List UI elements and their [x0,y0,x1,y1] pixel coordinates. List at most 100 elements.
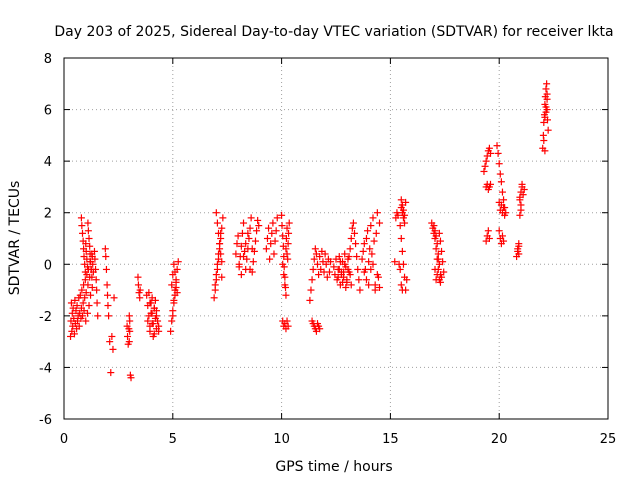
data-point [269,219,277,227]
data-point [150,304,158,312]
data-point [540,137,548,145]
data-point [147,309,155,317]
data-point [493,142,501,150]
data-point [519,191,527,199]
data-point [213,260,221,268]
data-point [397,204,405,212]
data-point [136,294,144,302]
data-point [432,245,440,253]
data-point [308,276,316,284]
data-point [218,258,226,266]
data-point [376,283,384,291]
chart-title: Day 203 of 2025, Sidereal Day-to-day VTE… [54,24,613,40]
data-point [498,232,506,240]
data-point [242,240,250,248]
data-point [171,268,179,276]
data-point [233,240,241,248]
data-point [360,240,368,248]
data-point [540,118,548,126]
data-point [247,214,255,222]
data-point [544,126,552,134]
data-point [500,204,508,212]
data-point [376,219,384,227]
data-point [237,271,245,279]
data-point [249,258,257,266]
data-point [352,240,360,248]
data-point [216,240,224,248]
data-point [102,265,110,273]
data-point [353,253,361,261]
data-point [235,260,243,268]
y-tick-label: -2 [39,310,52,325]
data-point [311,245,319,253]
data-point [263,235,271,242]
data-point [365,281,373,289]
data-point [346,245,354,253]
data-point [84,309,92,317]
data-point [350,229,358,237]
data-point [72,307,80,315]
data-point [168,317,176,325]
data-point [432,276,440,284]
data-point [342,283,350,291]
data-point [73,302,81,310]
data-point [403,276,411,284]
data-point [90,247,98,255]
data-point [167,327,175,335]
data-point [104,302,112,310]
data-point [436,278,444,286]
data-point [79,299,87,307]
data-point [210,294,218,302]
data-point [278,222,286,230]
data-point [78,312,86,320]
data-point [500,237,508,245]
data-point [335,253,343,261]
data-point [279,260,287,268]
data-point [485,144,493,152]
data-point [354,265,362,273]
data-point [284,322,292,330]
data-point [245,235,253,242]
data-point [246,265,254,273]
y-tick-label: 8 [44,52,52,67]
data-point [398,247,406,255]
data-point [282,235,290,242]
y-tick-label: -4 [39,361,52,376]
data-point [145,289,153,297]
data-point [278,211,286,219]
data-point [84,219,92,227]
data-point [104,291,112,299]
data-point [279,232,287,240]
data-point [89,260,97,268]
y-tick-label: -6 [39,413,52,428]
data-point [77,214,85,222]
data-point [397,281,405,289]
data-point [108,332,116,340]
data-point [496,170,504,178]
data-point [316,253,324,261]
data-point [136,286,144,294]
data-point [152,312,160,320]
data-point [518,180,526,188]
data-point [92,265,100,273]
data-point [399,260,407,268]
data-point [368,250,376,258]
data-point [126,317,134,325]
data-point [370,237,378,245]
data-point [373,271,381,279]
y-axis-label: SDTVAR / TECUs [7,181,23,296]
data-point [213,219,221,227]
data-point [321,250,329,258]
data-point [356,286,364,294]
data-point [172,283,180,291]
data-point [435,260,443,268]
data-points [67,80,552,382]
data-point [85,302,93,310]
data-point [283,317,291,325]
data-point [268,229,276,237]
data-point [148,294,156,302]
data-point [431,265,439,273]
data-point [486,149,494,157]
y-tick-label: 0 [44,258,52,273]
